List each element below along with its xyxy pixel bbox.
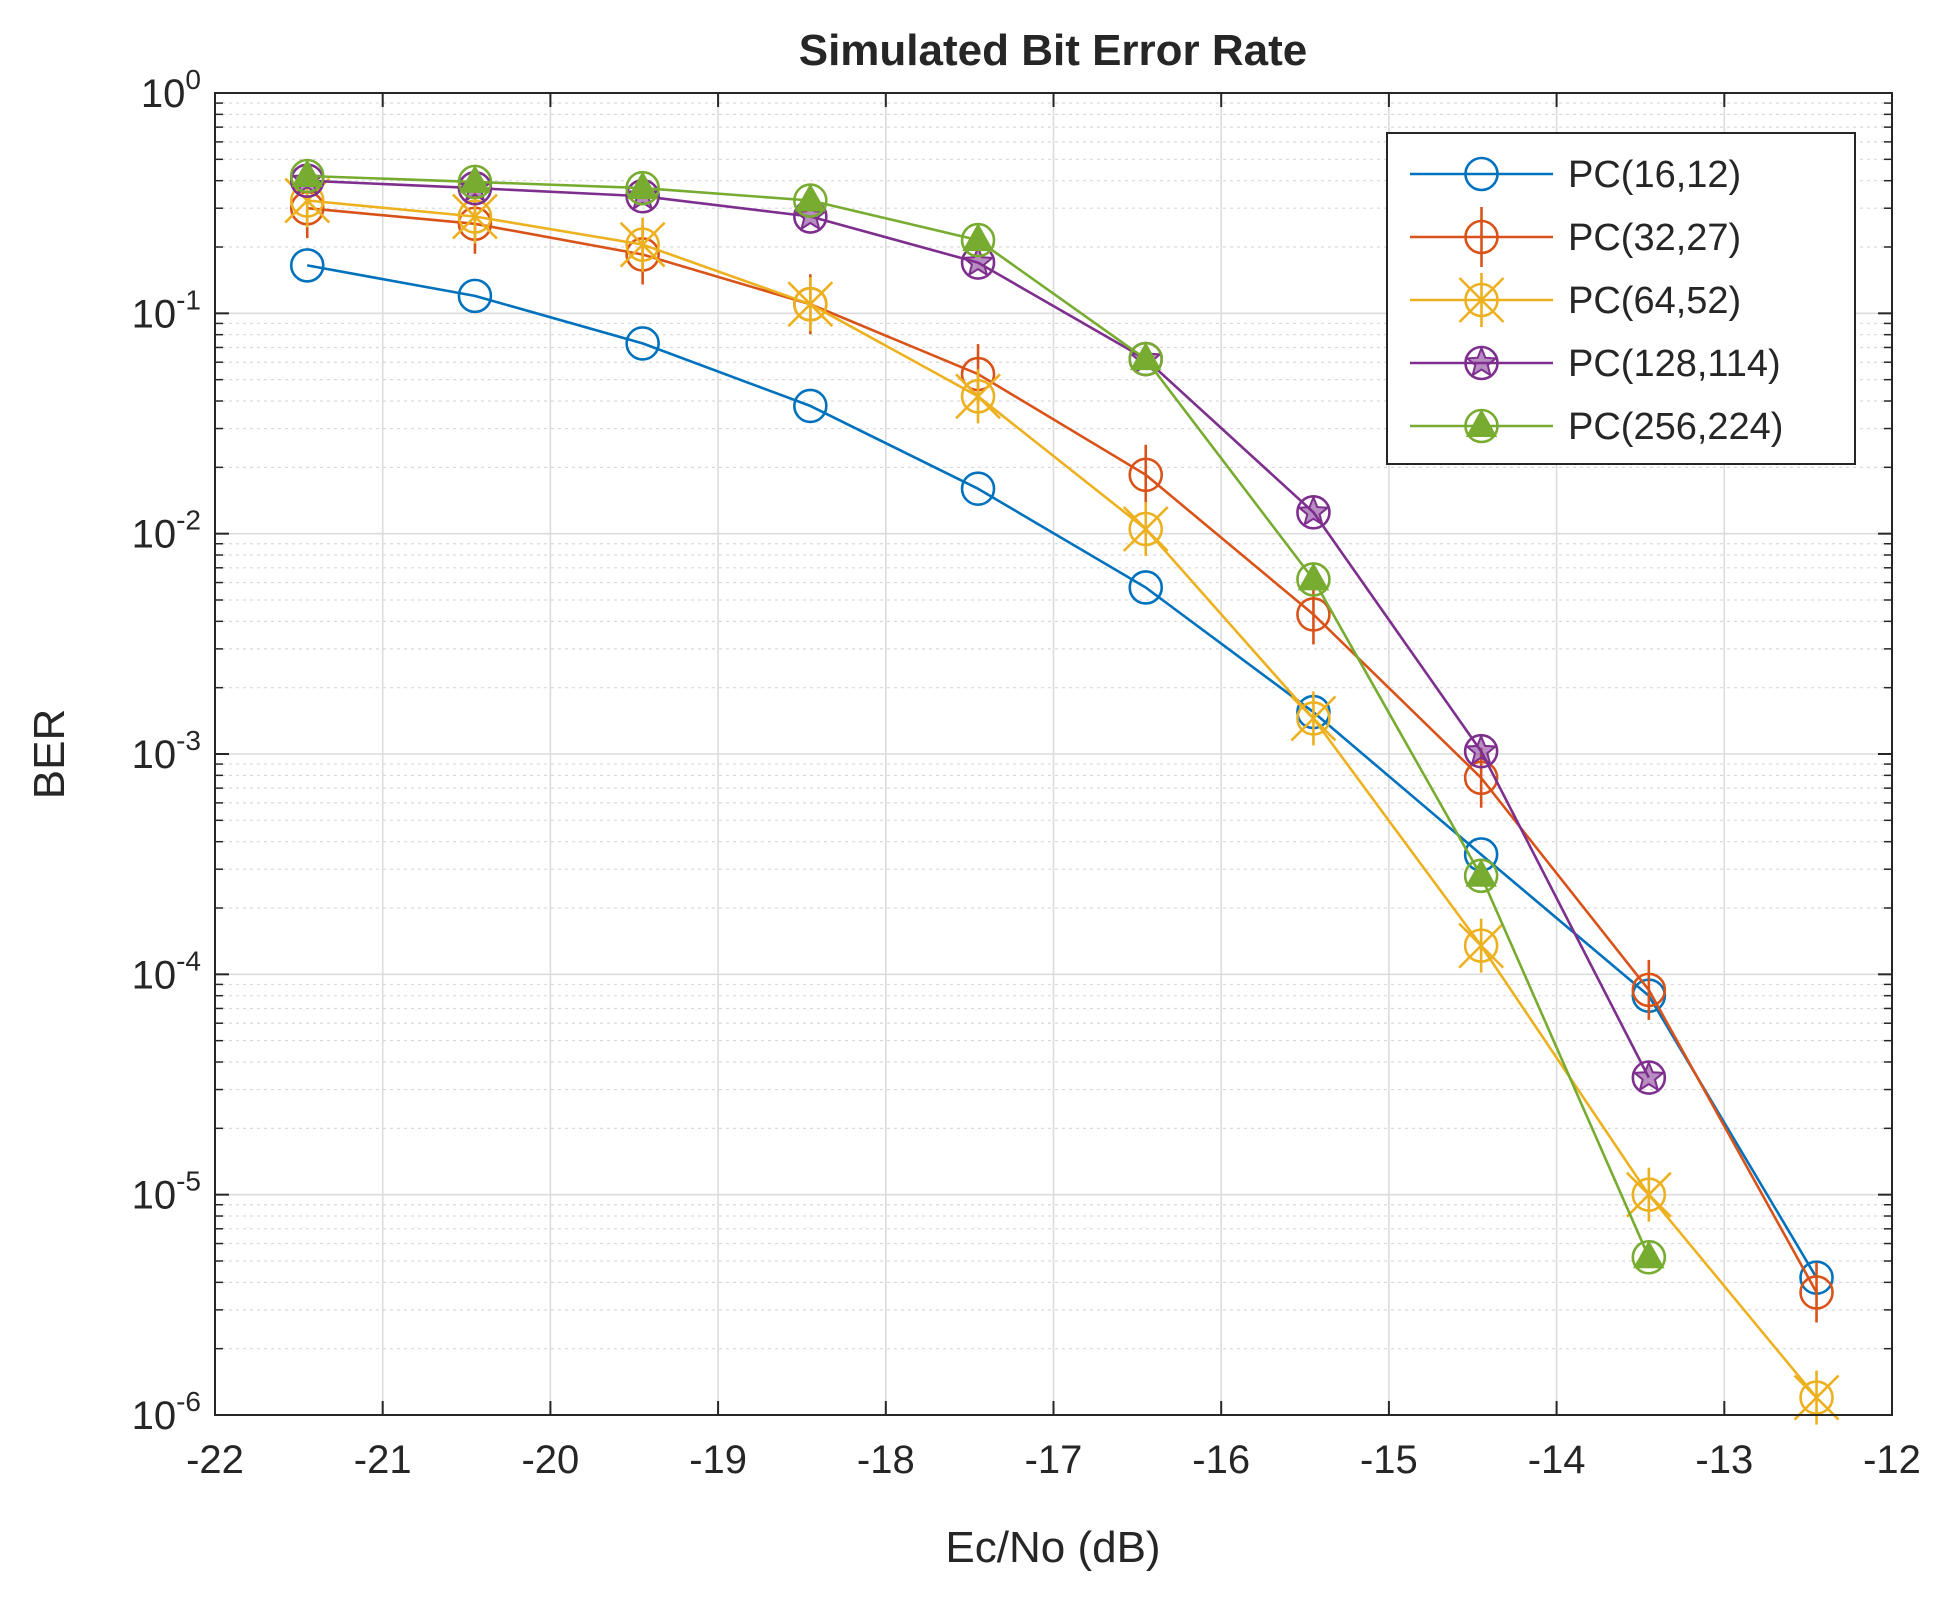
series-line (307, 206, 1818, 1294)
marker-star (1632, 1059, 1666, 1092)
marker-circle (1128, 570, 1164, 605)
marker-triangle (1465, 408, 1498, 437)
data-point (1122, 501, 1169, 556)
data-point (1463, 733, 1499, 769)
ticks (214, 92, 1893, 1416)
x-tick-label: -12 (1863, 1438, 1921, 1482)
y-tick-label: 100 (141, 64, 201, 116)
marker-star (1464, 733, 1498, 766)
legend-item: PC(32,27) (1410, 207, 1741, 267)
legend-item: PC(64,52) (1410, 273, 1741, 327)
marker-triangle (1130, 342, 1162, 371)
marker-triangle (1297, 562, 1330, 591)
data-point (625, 326, 660, 361)
marker-star (1464, 345, 1499, 378)
data-point (1290, 691, 1337, 746)
data-point (1458, 918, 1505, 973)
x-tick-label: -13 (1695, 1438, 1753, 1482)
data-point (619, 217, 666, 272)
legend-label: PC(256,224) (1568, 406, 1783, 448)
data-point (625, 170, 660, 206)
data-point (1296, 562, 1331, 597)
series-layer (284, 158, 1840, 1425)
data-point (1793, 1370, 1840, 1425)
data-point (1128, 570, 1164, 605)
x-tick-labels: -22 -21 -20 -19 -18 -17 -16 -15 -14 -13 -12 (186, 1438, 1921, 1482)
y-tick-label: 10-6 (132, 1386, 201, 1438)
data-point (1128, 444, 1164, 505)
data-point (793, 388, 828, 424)
marker-triangle (962, 223, 994, 252)
data-point (289, 158, 325, 194)
x-tick-label: -20 (521, 1438, 579, 1482)
legend-marker (1458, 273, 1505, 327)
y-tick-label: 10-3 (132, 725, 201, 777)
data-point (955, 369, 1001, 424)
y-axis-label: BER (25, 709, 74, 799)
data-point (1631, 1239, 1667, 1275)
series-PC(64,52) (284, 173, 1840, 1425)
marker-circle (457, 278, 493, 314)
legend-marker (1464, 408, 1499, 444)
legend-marker (1464, 207, 1499, 267)
marker-triangle (626, 171, 659, 200)
legend-marker (1464, 156, 1499, 192)
y-tick-label: 10-5 (132, 1166, 201, 1218)
legend-label: PC(64,52) (1568, 280, 1741, 322)
marker-star (961, 244, 995, 277)
marker-triangle (794, 183, 827, 212)
marker-circle (793, 388, 828, 424)
marker-circle (289, 248, 325, 283)
x-tick-label: -22 (186, 1438, 244, 1482)
series-line (306, 264, 1818, 1279)
chart-title: Simulated Bit Error Rate (799, 26, 1308, 75)
marker-circle (625, 326, 660, 361)
data-point (1128, 341, 1164, 377)
x-axis-label: Ec/No (dB) (945, 1523, 1160, 1572)
x-tick-label: -21 (354, 1438, 412, 1482)
x-tick-label: -15 (1360, 1438, 1418, 1482)
data-point (960, 222, 996, 258)
x-tick-label: -14 (1528, 1438, 1586, 1482)
legend-label: PC(128,114) (1568, 343, 1781, 385)
legend-marker (1464, 345, 1499, 381)
data-point (793, 183, 828, 218)
legend-label: PC(32,27) (1568, 217, 1741, 259)
marker-star (1296, 494, 1331, 527)
legend-label: PC(16,12) (1568, 154, 1741, 196)
y-tick-labels: 100 10-1 10-2 10-3 10-4 10-5 10-6 (132, 64, 201, 1438)
marker-triangle (1465, 858, 1497, 887)
x-tick-label: -18 (857, 1438, 915, 1482)
marker-circle (960, 471, 996, 506)
series-PC(256,224) (289, 158, 1667, 1275)
x-tick-label: -19 (689, 1438, 747, 1482)
x-tick-label: -16 (1192, 1438, 1250, 1482)
y-tick-label: 10-1 (132, 284, 201, 336)
data-point (1799, 1262, 1834, 1323)
legend: PC(16,12) PC(32,27) PC(64,52) PC(128,114) PC… (1386, 132, 1856, 465)
y-tick-label: 10-2 (132, 505, 201, 557)
legend-item: PC(128,114) (1410, 343, 1781, 385)
data-point (787, 277, 834, 332)
legend-item: PC(256,224) (1410, 406, 1783, 448)
data-point (1463, 858, 1499, 894)
marker-triangle (291, 158, 323, 188)
data-point (457, 164, 493, 200)
data-point (1631, 1059, 1667, 1095)
data-point (1296, 494, 1331, 530)
marker-triangle (459, 164, 491, 193)
x-tick-label: -17 (1025, 1438, 1083, 1482)
marker-triangle (1633, 1240, 1665, 1269)
y-tick-label: 10-4 (132, 945, 201, 997)
data-point (289, 248, 325, 283)
data-point (960, 471, 996, 506)
legend-item: PC(16,12) (1410, 154, 1741, 196)
data-point (1625, 1167, 1672, 1222)
data-point (457, 278, 493, 314)
marker-circle (1464, 156, 1499, 192)
data-point (1631, 959, 1667, 1020)
series-line (307, 199, 1818, 1399)
